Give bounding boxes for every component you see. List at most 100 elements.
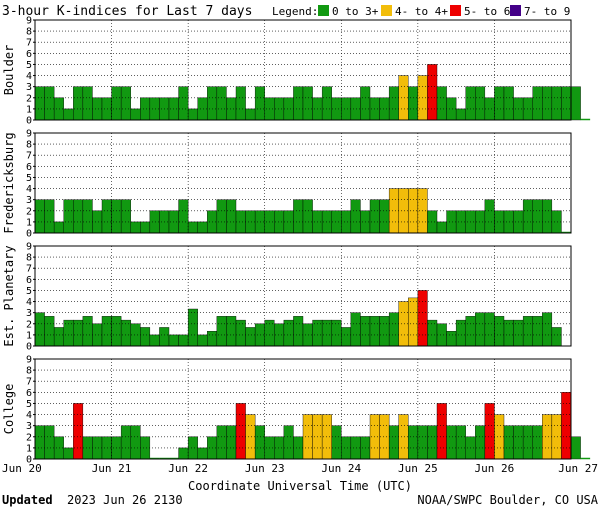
bar-1-33	[350, 199, 361, 234]
bar-1-15	[178, 199, 189, 234]
bar-3-39	[408, 425, 419, 460]
bar-3-5	[82, 436, 93, 460]
y-tick-label: 1	[26, 217, 32, 228]
bar-1-35	[369, 199, 380, 234]
y-tick-label: 0	[26, 229, 32, 240]
bar-3-38	[398, 414, 409, 460]
bar-2-12	[149, 334, 160, 347]
bar-2-39	[408, 297, 419, 347]
y-tick-label: 5	[26, 173, 32, 184]
bar-0-43	[446, 97, 457, 121]
bar-2-33	[350, 312, 361, 347]
bar-0-26	[283, 97, 294, 121]
y-tick-label: 6	[26, 162, 32, 173]
bar-3-19	[216, 425, 227, 460]
bar-2-32	[341, 327, 352, 347]
bar-3-9	[120, 425, 131, 460]
bar-0-39	[408, 86, 419, 121]
bar-0-21	[235, 86, 246, 121]
bar-2-15	[178, 334, 189, 347]
bar-0-8	[111, 86, 122, 121]
bar-0-55	[561, 86, 572, 121]
updated-value: 2023 Jun 26 2130	[67, 493, 183, 507]
bar-2-22	[245, 327, 256, 347]
bar-3-0	[34, 425, 45, 460]
bar-1-22	[245, 210, 256, 234]
bar-1-6	[92, 210, 103, 234]
y-tick-label: 4	[26, 297, 32, 308]
x-tick-label: Jun 22	[168, 462, 208, 475]
bar-0-37	[388, 86, 399, 121]
bar-1-51	[522, 199, 533, 234]
panel-frame	[34, 132, 572, 234]
bar-2-42	[436, 323, 447, 347]
bar-3-47	[484, 403, 495, 460]
bar-3-22	[245, 414, 256, 460]
bar-2-18	[207, 331, 218, 347]
panel-frame	[34, 358, 572, 460]
panel-label: Est. Planetary	[2, 245, 16, 346]
bar-1-19	[216, 199, 227, 234]
legend-item-label-1: 0 to 3+	[332, 5, 379, 18]
bar-0-19	[216, 86, 227, 121]
bar-1-9	[120, 199, 131, 234]
source-credit: NOAA/SWPC Boulder, CO USA	[417, 493, 598, 507]
bar-0-27	[293, 86, 304, 121]
bar-2-0	[34, 312, 45, 347]
bar-2-26	[283, 319, 294, 347]
bar-3-40	[417, 425, 428, 460]
x-tick-label: Jun 23	[245, 462, 285, 475]
bar-1-53	[542, 199, 553, 234]
bar-2-10	[130, 323, 141, 347]
bar-0-52	[532, 86, 543, 121]
y-tick-label: 2	[26, 206, 32, 217]
bar-3-16	[187, 436, 198, 460]
bar-0-0	[34, 86, 45, 121]
bar-3-31	[331, 425, 342, 460]
bar-3-50	[513, 425, 524, 460]
legend: 0 to 3+ 4- to 4+ 5- to 6+ 7- to 9	[318, 5, 570, 18]
bar-1-43	[446, 210, 457, 234]
x-tick-label: Jun 27	[558, 462, 598, 475]
legend-swatch-1	[318, 5, 329, 16]
legend-item-label-2: 4- to 4+	[395, 5, 448, 18]
bar-2-40	[417, 290, 428, 347]
y-tick-label: 7	[26, 38, 32, 49]
bar-0-33	[350, 97, 361, 121]
panels: 0123456789Boulder0123456789Fredericksbur…	[2, 16, 591, 466]
bar-0-9	[120, 86, 131, 121]
bar-0-16	[187, 108, 198, 121]
y-tick-label: 8	[26, 366, 32, 377]
y-tick-label: 1	[26, 104, 32, 115]
panel-frame	[34, 19, 572, 121]
bar-3-44	[455, 425, 466, 460]
bar-2-6	[92, 323, 103, 347]
bar-2-21	[235, 319, 246, 347]
bar-2-20	[226, 316, 237, 347]
bar-3-4	[73, 403, 84, 460]
y-tick-label: 9	[26, 16, 32, 27]
bar-1-10	[130, 221, 141, 234]
bar-3-36	[379, 414, 390, 460]
bar-0-12	[149, 97, 160, 121]
bar-0-56	[570, 86, 581, 121]
bar-2-35	[369, 316, 380, 347]
bar-0-41	[427, 64, 438, 121]
bar-2-46	[475, 312, 486, 347]
bar-1-11	[140, 221, 151, 234]
bar-0-23	[254, 86, 265, 121]
bar-3-3	[63, 447, 74, 460]
bar-0-5	[82, 86, 93, 121]
bar-0-10	[130, 108, 141, 121]
bar-1-31	[331, 210, 342, 234]
y-tick-label: 7	[26, 377, 32, 388]
y-tick-label: 7	[26, 264, 32, 275]
bar-0-6	[92, 97, 103, 121]
bar-2-1	[44, 316, 55, 347]
bar-1-42	[436, 221, 447, 234]
y-tick-label: 8	[26, 140, 32, 151]
legend-item-label-4: 7- to 9	[524, 5, 570, 18]
bar-3-27	[293, 436, 304, 460]
